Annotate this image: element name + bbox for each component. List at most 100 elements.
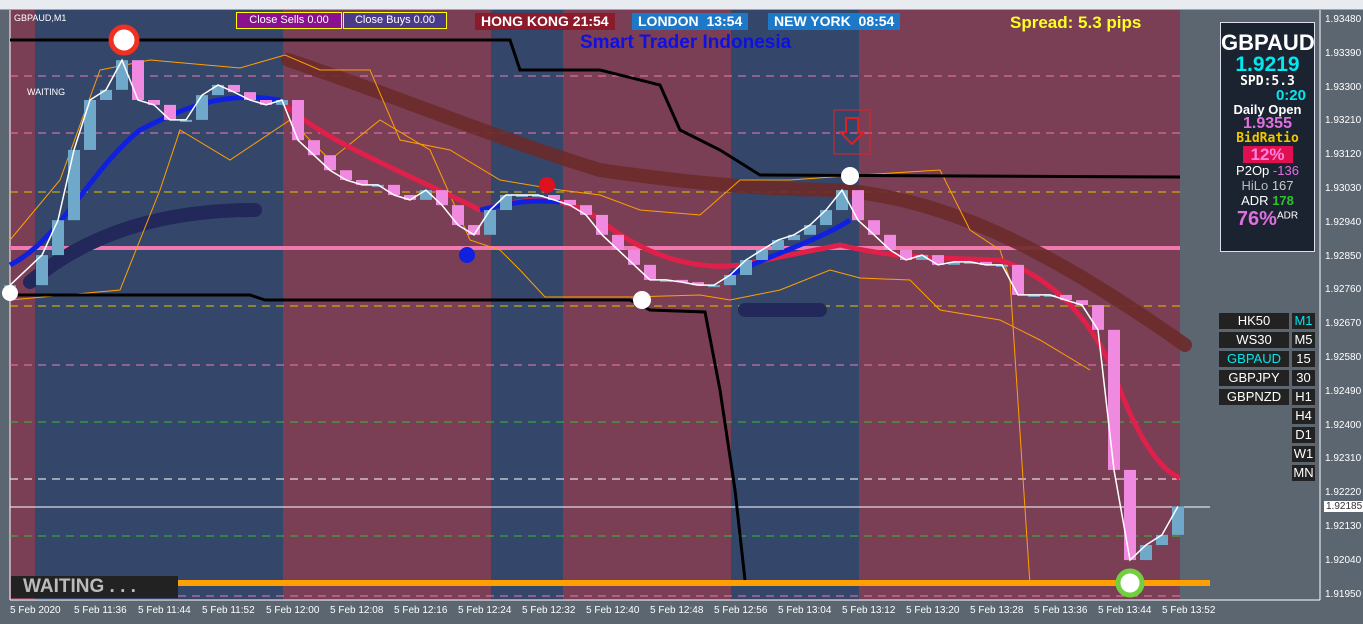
candle <box>244 92 256 100</box>
candle <box>164 104 176 120</box>
y-tick-label: 1.92760 <box>1325 284 1362 296</box>
timeframe-button-15[interactable]: 15 <box>1292 351 1315 367</box>
candle <box>708 285 720 288</box>
candle <box>180 119 192 122</box>
daily-open-value: 1.9355 <box>1243 115 1292 132</box>
y-tick-label: 1.93210 <box>1325 115 1362 127</box>
candle <box>36 255 48 286</box>
panel-price: 1.9219 <box>1235 53 1300 76</box>
x-tick-label: 5 Feb 11:52 <box>202 605 255 616</box>
candle <box>1140 545 1152 561</box>
candle <box>628 249 640 265</box>
candle <box>516 195 528 198</box>
timeframe-button-mn[interactable]: MN <box>1292 465 1315 481</box>
x-tick-label: 5 Feb 12:56 <box>714 605 768 616</box>
y-tick-label: 1.92490 <box>1325 385 1362 397</box>
zone-asia <box>10 10 35 600</box>
candle <box>1044 294 1056 297</box>
close-buys-button[interactable]: Close Buys 0.00 <box>343 12 447 29</box>
timeframe-button-w1[interactable]: W1 <box>1292 446 1315 462</box>
symbol-button-gbpaud[interactable]: GBPAUD <box>1219 351 1289 367</box>
candle <box>196 95 208 120</box>
blue-ma <box>8 94 281 268</box>
candle <box>548 195 560 200</box>
p2op-value: -136 <box>1272 163 1299 178</box>
y-tick-label: 1.93300 <box>1325 81 1362 93</box>
candle <box>388 184 400 196</box>
candle <box>788 234 800 241</box>
y-tick-label: 1.92850 <box>1325 250 1362 262</box>
timeframe-button-m1[interactable]: M1 <box>1292 313 1315 329</box>
y-tick-label: 1.93120 <box>1325 149 1362 161</box>
timeframe-button-d1[interactable]: D1 <box>1292 427 1315 443</box>
candle <box>324 155 336 171</box>
x-tick-label: 5 Feb 12:16 <box>394 605 448 616</box>
p2op-label: P2Op <box>1236 163 1270 178</box>
y-tick-label: 1.92670 <box>1325 318 1362 330</box>
timeframe-button-h4[interactable]: H4 <box>1292 408 1315 424</box>
session-london: LONDON 13:54 <box>632 13 749 30</box>
candle <box>580 205 592 215</box>
hilo-label: HiLo <box>1241 178 1269 193</box>
x-tick-label: 5 Feb 13:12 <box>842 605 896 616</box>
timeframe-button-m5[interactable]: M5 <box>1292 332 1315 348</box>
symbol-label: GBPAUD,M1 <box>14 13 67 23</box>
candle <box>420 190 432 200</box>
candle <box>612 234 624 250</box>
candle <box>948 261 960 265</box>
candle <box>1028 294 1040 297</box>
symbol-button-gbpnzd[interactable]: GBPNZD <box>1219 389 1289 405</box>
candle <box>340 170 352 180</box>
candle <box>212 84 224 96</box>
toolbar <box>0 0 1363 10</box>
candle <box>404 195 416 200</box>
adr-value: 178 <box>1272 193 1294 208</box>
symbol-button-hk50[interactable]: HK50 <box>1219 313 1289 329</box>
candle <box>900 249 912 260</box>
candle <box>116 60 128 90</box>
symbol-button-gbpjpy[interactable]: GBPJPY <box>1219 370 1289 386</box>
symbol-button-ws30[interactable]: WS30 <box>1219 332 1289 348</box>
price-chart[interactable] <box>0 10 1363 624</box>
y-tick-label: 1.92040 <box>1325 554 1362 566</box>
upper-band-orange <box>9 54 1031 586</box>
candle <box>884 234 896 250</box>
y-tick-label: 1.92940 <box>1325 216 1362 228</box>
wave-label-2 <box>539 177 555 193</box>
sell-arrow-icon <box>833 109 871 155</box>
candle <box>532 195 544 198</box>
panel-spread: SPD:5.3 <box>1240 74 1295 89</box>
adr-percent: 76% <box>1236 208 1277 230</box>
candle <box>932 255 944 265</box>
x-tick-label: 5 Feb 2020 <box>10 605 61 616</box>
spread-label: Spread: 5.3 pips <box>1010 13 1142 32</box>
candle <box>68 149 80 221</box>
close-sells-button[interactable]: Close Sells 0.00 <box>236 12 342 29</box>
lower-band-orange <box>9 119 1091 371</box>
candle <box>468 225 480 235</box>
timeframe-button-30[interactable]: 30 <box>1292 370 1315 386</box>
y-tick-label: 1.93030 <box>1325 183 1362 194</box>
y-tick-label: 1.92310 <box>1325 453 1362 465</box>
candle <box>772 240 784 250</box>
x-tick-label: 5 Feb 12:40 <box>586 605 640 616</box>
candle <box>292 99 304 141</box>
candle <box>84 99 96 150</box>
candle <box>372 184 384 187</box>
y-tick-label: 1.93390 <box>1325 47 1362 59</box>
candle <box>692 282 704 286</box>
candle <box>1124 469 1136 561</box>
candle <box>148 99 160 105</box>
x-tick-label: 5 Feb 12:00 <box>266 605 320 616</box>
signal-marker <box>633 291 651 309</box>
candle <box>132 60 144 100</box>
zone-asia <box>283 10 491 600</box>
x-tick-label: 5 Feb 12:24 <box>458 605 512 616</box>
timeframe-button-h1[interactable]: H1 <box>1292 389 1315 405</box>
y-tick-label: 1.92130 <box>1325 521 1362 532</box>
candle <box>820 210 832 226</box>
x-tick-label: 5 Feb 13:20 <box>906 605 960 616</box>
x-tick-label: 5 Feb 13:28 <box>970 605 1024 616</box>
candle <box>1092 305 1104 330</box>
candle <box>836 190 848 211</box>
